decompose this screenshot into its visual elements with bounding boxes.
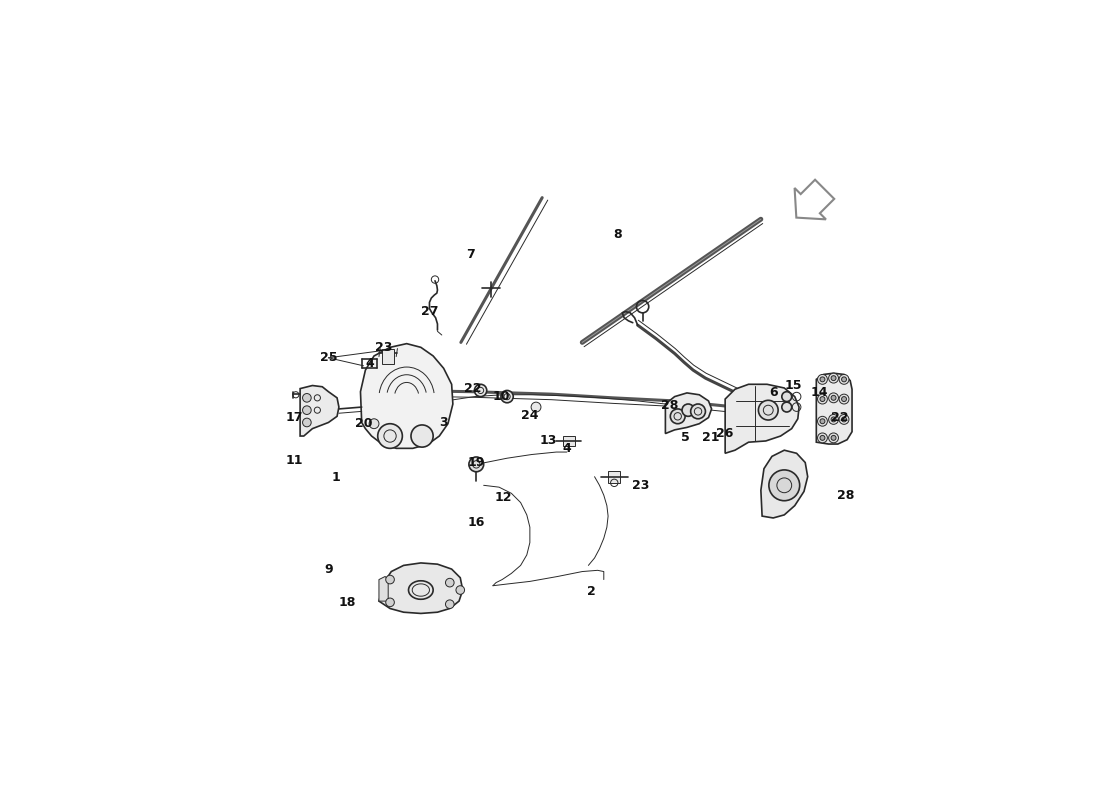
Circle shape: [817, 433, 827, 443]
Text: 8: 8: [613, 228, 621, 241]
Text: 2: 2: [587, 586, 596, 598]
Circle shape: [455, 586, 464, 594]
Text: 15: 15: [784, 379, 802, 392]
Text: 23: 23: [632, 479, 649, 492]
Text: 26: 26: [716, 427, 734, 440]
Text: 10: 10: [492, 390, 509, 403]
Circle shape: [842, 377, 847, 382]
Circle shape: [377, 424, 403, 448]
Circle shape: [782, 392, 792, 402]
Text: 20: 20: [355, 418, 372, 430]
Circle shape: [370, 418, 378, 429]
Circle shape: [500, 390, 514, 402]
Polygon shape: [382, 349, 394, 364]
Text: 27: 27: [420, 305, 438, 318]
Text: 28: 28: [837, 489, 855, 502]
Circle shape: [446, 578, 454, 587]
Circle shape: [691, 404, 705, 418]
Circle shape: [758, 400, 778, 420]
Circle shape: [302, 418, 311, 426]
Circle shape: [769, 470, 800, 501]
Text: 18: 18: [338, 596, 355, 609]
Polygon shape: [378, 563, 463, 614]
Circle shape: [302, 394, 311, 402]
Text: 19: 19: [468, 456, 485, 469]
Circle shape: [474, 384, 486, 397]
Circle shape: [469, 457, 484, 472]
Circle shape: [839, 394, 849, 404]
Circle shape: [670, 409, 685, 424]
Text: 22: 22: [464, 382, 482, 395]
Circle shape: [842, 417, 847, 422]
Circle shape: [817, 416, 827, 426]
Circle shape: [828, 414, 838, 424]
Circle shape: [817, 394, 827, 404]
Text: 25: 25: [320, 351, 338, 364]
Text: 7: 7: [465, 249, 474, 262]
Circle shape: [839, 414, 849, 424]
Circle shape: [302, 406, 311, 414]
Text: 11: 11: [285, 454, 303, 467]
Circle shape: [832, 435, 836, 440]
Polygon shape: [725, 384, 799, 454]
Text: 6: 6: [769, 386, 778, 399]
Circle shape: [832, 417, 836, 422]
Text: 4: 4: [365, 358, 374, 370]
Circle shape: [820, 397, 825, 402]
Text: 12: 12: [495, 491, 513, 504]
Polygon shape: [361, 344, 453, 448]
Text: 5: 5: [681, 431, 690, 444]
Circle shape: [832, 376, 836, 381]
Text: 24: 24: [521, 409, 539, 422]
Circle shape: [386, 598, 395, 606]
Circle shape: [828, 393, 838, 402]
Circle shape: [820, 418, 825, 424]
Polygon shape: [761, 450, 807, 518]
Text: 21: 21: [702, 431, 719, 444]
Circle shape: [386, 575, 395, 584]
Circle shape: [828, 373, 838, 383]
Polygon shape: [666, 393, 712, 434]
Text: 14: 14: [811, 386, 828, 399]
Circle shape: [842, 397, 847, 402]
Text: 4: 4: [562, 442, 571, 455]
Polygon shape: [562, 436, 575, 446]
Polygon shape: [378, 577, 388, 601]
Text: 13: 13: [540, 434, 557, 447]
Circle shape: [820, 435, 825, 440]
Circle shape: [782, 402, 792, 412]
Text: 1: 1: [331, 471, 340, 485]
Text: 17: 17: [285, 411, 303, 424]
Circle shape: [820, 377, 825, 382]
Text: 9: 9: [324, 562, 333, 575]
Text: 22: 22: [830, 411, 848, 424]
Circle shape: [832, 395, 836, 400]
Circle shape: [828, 433, 838, 443]
Text: 3: 3: [439, 416, 448, 429]
Circle shape: [446, 600, 454, 609]
Text: 28: 28: [661, 398, 679, 412]
Circle shape: [817, 374, 827, 384]
Circle shape: [682, 404, 694, 416]
Text: 16: 16: [468, 516, 485, 529]
Polygon shape: [300, 386, 339, 436]
Circle shape: [839, 374, 849, 384]
Circle shape: [411, 425, 433, 447]
Circle shape: [531, 402, 541, 412]
Polygon shape: [816, 373, 853, 444]
Polygon shape: [608, 470, 620, 483]
Text: 23: 23: [375, 341, 393, 354]
